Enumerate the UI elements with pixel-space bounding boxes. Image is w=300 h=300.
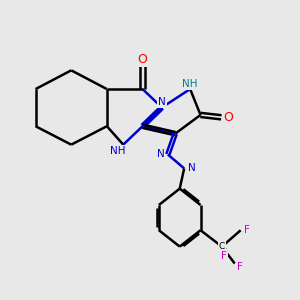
Text: NH: NH xyxy=(110,146,126,156)
Text: F: F xyxy=(236,262,242,272)
Text: C: C xyxy=(219,242,225,251)
Text: F: F xyxy=(244,225,250,235)
Text: O: O xyxy=(223,111,233,124)
Text: F: F xyxy=(221,251,227,261)
Text: N: N xyxy=(188,164,196,173)
Text: N: N xyxy=(158,97,166,107)
Text: N: N xyxy=(157,149,164,160)
Text: O: O xyxy=(138,53,148,66)
Text: NH: NH xyxy=(182,79,198,89)
